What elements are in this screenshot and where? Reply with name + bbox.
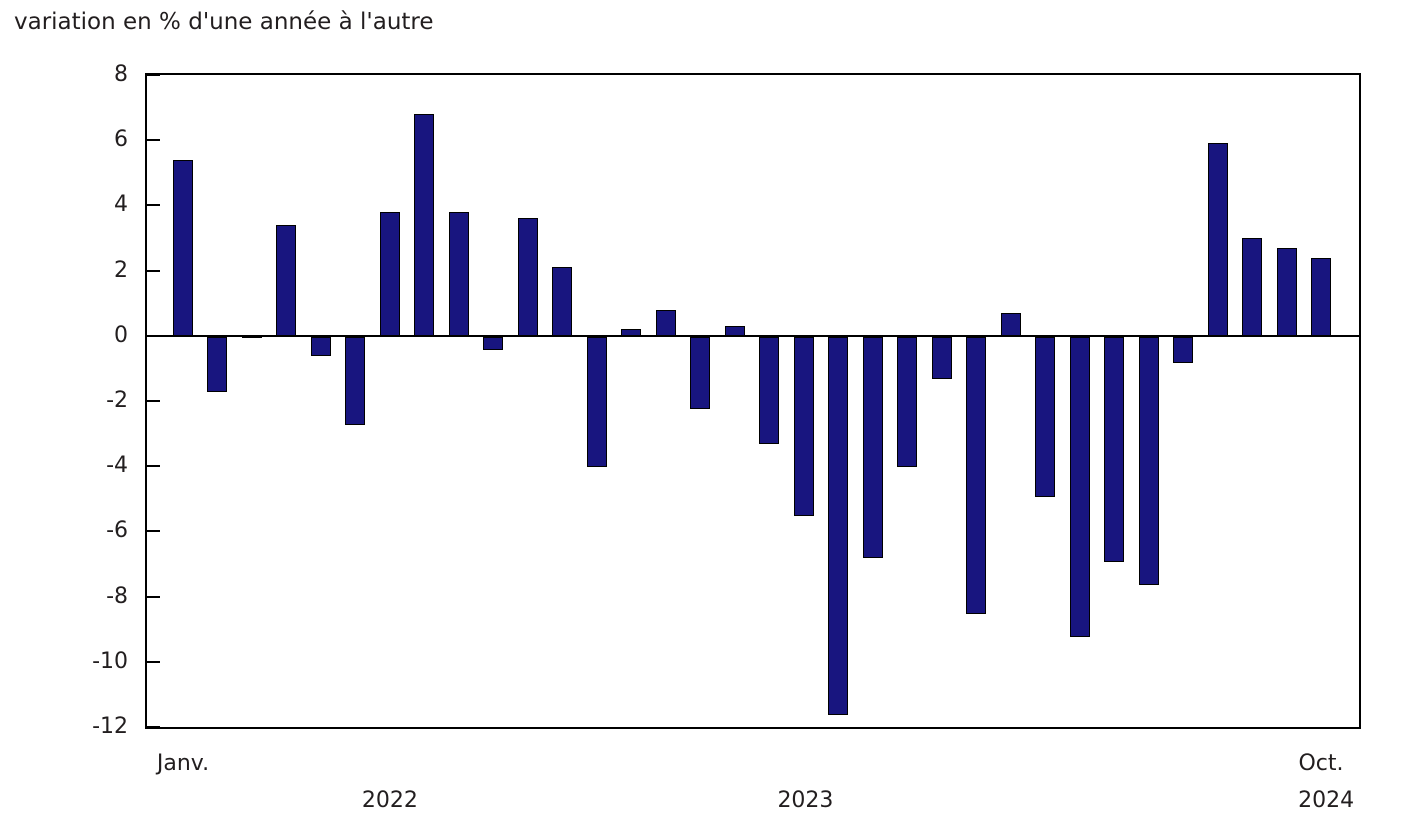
chart-title: variation en % d'une année à l'autre bbox=[14, 9, 434, 35]
y-axis-tick-label: -2 bbox=[106, 388, 128, 413]
y-tick bbox=[147, 530, 160, 533]
plot-area bbox=[145, 73, 1361, 729]
x-axis-year-label: 2022 bbox=[361, 788, 418, 813]
bar bbox=[448, 211, 469, 337]
y-tick bbox=[147, 465, 160, 468]
bar bbox=[1069, 336, 1090, 637]
y-axis-tick-label: 0 bbox=[114, 322, 128, 348]
bar bbox=[517, 218, 538, 337]
bar bbox=[1104, 336, 1125, 562]
x-axis-year-label: 2024 bbox=[1298, 788, 1355, 813]
bar bbox=[759, 336, 780, 445]
y-axis-tick-label: 2 bbox=[114, 257, 128, 283]
y-tick bbox=[147, 139, 160, 142]
bar bbox=[1173, 336, 1194, 363]
y-axis-tick-label: 6 bbox=[114, 127, 128, 153]
x-axis-year-label: 2023 bbox=[777, 788, 834, 813]
y-tick bbox=[147, 204, 160, 207]
zero-axis-line bbox=[147, 334, 1359, 337]
bar bbox=[1242, 238, 1263, 337]
bar bbox=[1138, 336, 1159, 585]
y-axis-tick-label: -10 bbox=[92, 648, 128, 674]
bar bbox=[379, 211, 400, 337]
bar bbox=[345, 336, 366, 425]
bar bbox=[828, 336, 849, 715]
y-axis-tick-label: 8 bbox=[114, 62, 128, 87]
y-axis-tick-label: -6 bbox=[106, 518, 128, 544]
bar bbox=[276, 224, 297, 337]
y-tick bbox=[147, 660, 160, 663]
bar bbox=[862, 336, 883, 559]
y-axis-tick-label: -4 bbox=[106, 453, 128, 479]
bar bbox=[310, 336, 331, 357]
bar bbox=[552, 267, 573, 337]
bar bbox=[655, 309, 676, 337]
y-tick bbox=[147, 269, 160, 272]
bar bbox=[966, 336, 987, 614]
x-axis-month-label: Oct. bbox=[1298, 751, 1344, 776]
bar bbox=[1311, 257, 1331, 337]
y-tick bbox=[147, 726, 160, 728]
y-tick bbox=[147, 595, 160, 598]
bar bbox=[483, 336, 504, 350]
x-axis-month-label: Janv. bbox=[156, 751, 210, 776]
y-tick bbox=[147, 74, 160, 76]
bar bbox=[1276, 247, 1297, 337]
bar bbox=[1000, 312, 1021, 337]
bar bbox=[173, 159, 193, 337]
bar bbox=[690, 336, 711, 409]
y-axis-tick-label: 4 bbox=[114, 192, 128, 218]
bar bbox=[897, 336, 918, 468]
y-axis-tick-label: -8 bbox=[106, 583, 128, 609]
bar bbox=[414, 114, 435, 337]
bar bbox=[1035, 336, 1056, 497]
bar bbox=[207, 336, 228, 393]
bar bbox=[1207, 143, 1228, 337]
bar bbox=[586, 336, 607, 468]
y-tick bbox=[147, 400, 160, 402]
bar bbox=[793, 336, 814, 517]
y-axis-tick-label: -12 bbox=[92, 714, 128, 739]
bar bbox=[931, 336, 952, 380]
